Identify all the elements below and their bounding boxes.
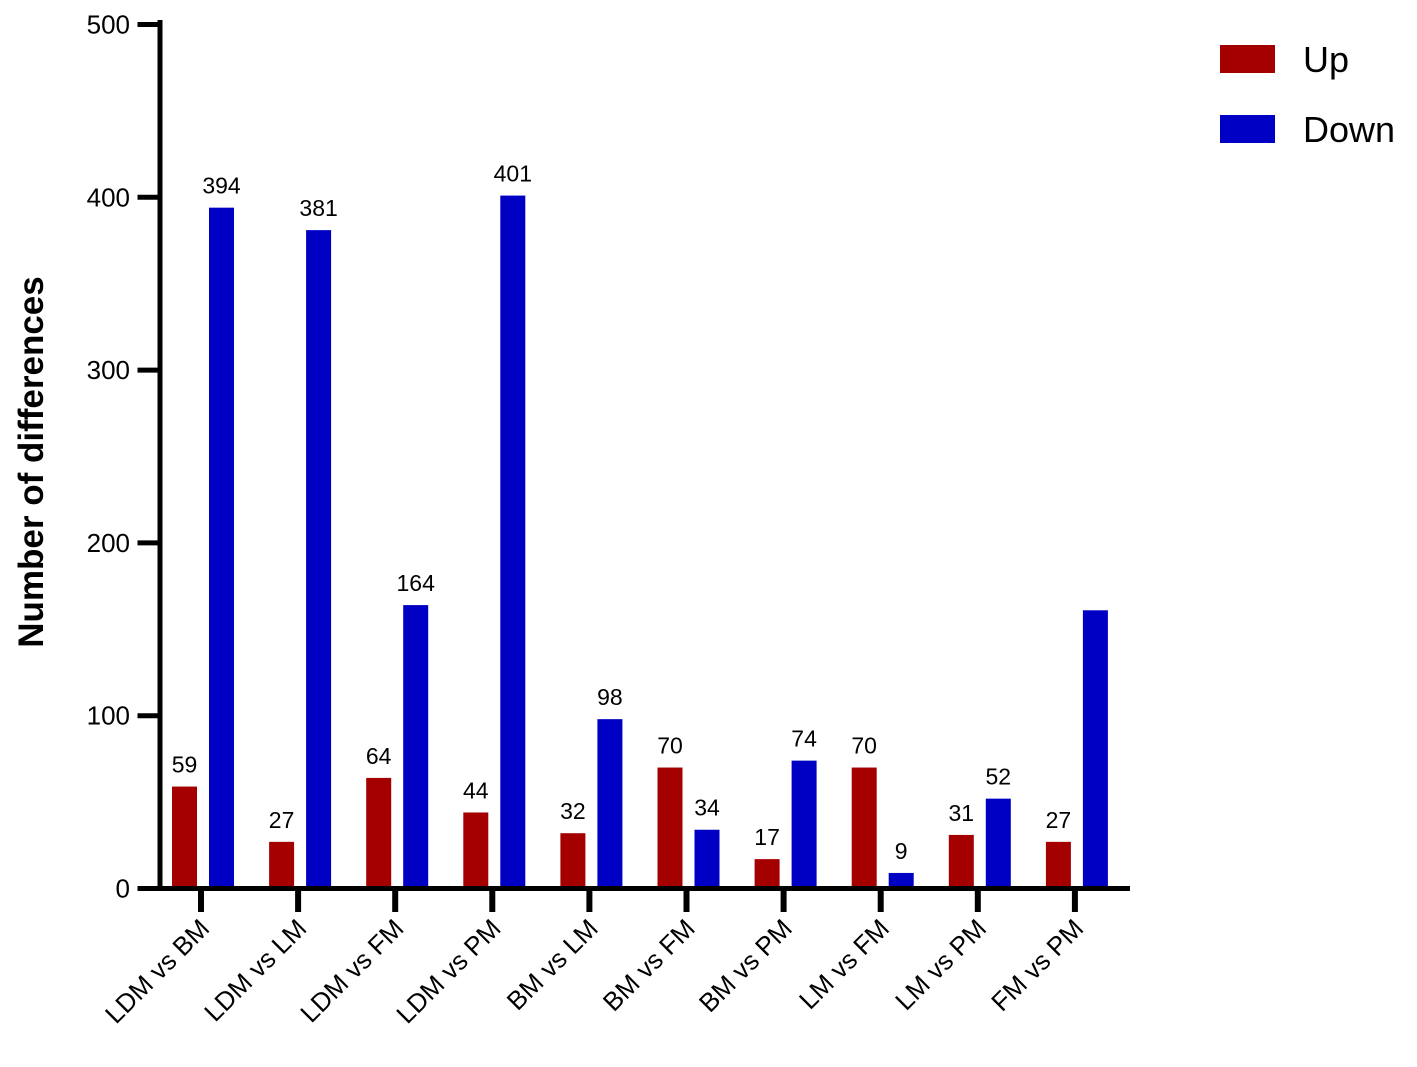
bar-up xyxy=(657,767,683,889)
data-label: 44 xyxy=(463,777,489,803)
x-tick-label: LDM vs LM xyxy=(198,913,312,1027)
legend-label-down: Down xyxy=(1303,109,1395,150)
data-label: 17 xyxy=(754,824,780,850)
data-label: 74 xyxy=(791,726,817,752)
bar-down xyxy=(500,195,526,889)
bar-up xyxy=(948,834,974,889)
data-label: 27 xyxy=(269,807,295,833)
data-labels-group: 59 394 27 381 64 164 44 401 32 98 70 34 17 74 70 9 31 52 2… xyxy=(172,161,1071,864)
y-tick-label: 100 xyxy=(87,701,130,731)
bar-up xyxy=(1045,841,1071,889)
data-label: 27 xyxy=(1046,807,1072,833)
bar-down xyxy=(306,230,332,889)
bar-down xyxy=(888,872,914,889)
x-tick-label: LDM vs BM xyxy=(99,913,215,1029)
y-tick-label: 300 xyxy=(87,355,130,385)
x-tick-label: BM vs LM xyxy=(501,913,604,1016)
bar-down xyxy=(403,605,429,889)
bar-up xyxy=(463,812,489,889)
bar-down xyxy=(1082,610,1108,889)
bar-down xyxy=(985,798,1011,889)
data-label: 394 xyxy=(202,173,241,199)
x-tick-label: LDM vs PM xyxy=(390,913,506,1029)
bar-up xyxy=(269,841,295,889)
y-tick-label: 0 xyxy=(116,874,130,904)
bar-down xyxy=(791,760,817,889)
data-label: 70 xyxy=(657,733,683,759)
legend-swatch-up xyxy=(1220,45,1275,73)
bar-up xyxy=(851,767,877,889)
data-label: 70 xyxy=(851,733,877,759)
data-label: 98 xyxy=(597,684,623,710)
x-tick-label: LM vs PM xyxy=(889,913,992,1016)
y-tick-label: 200 xyxy=(87,528,130,558)
data-label: 64 xyxy=(366,743,392,769)
bar-down xyxy=(694,829,720,889)
bar-up xyxy=(754,859,780,889)
bar-up xyxy=(172,786,197,889)
data-label: 59 xyxy=(172,752,198,778)
data-label: 31 xyxy=(949,800,975,826)
x-tick-label: BM vs FM xyxy=(597,913,701,1017)
legend-label-up: Up xyxy=(1303,39,1349,80)
x-tick-label: LM vs FM xyxy=(793,913,895,1015)
data-label: 9 xyxy=(895,838,908,864)
y-tick-label: 400 xyxy=(87,182,130,212)
legend: Up Down xyxy=(1220,39,1395,150)
data-label: 381 xyxy=(299,195,337,221)
x-axis-ticks xyxy=(198,888,1078,912)
data-label: 52 xyxy=(986,764,1012,790)
bar-down xyxy=(209,207,234,889)
bars-group xyxy=(172,195,1108,889)
data-label: 32 xyxy=(560,798,586,824)
data-label: 34 xyxy=(694,795,720,821)
y-axis-ticks: 0 100 200 300 400 500 xyxy=(87,10,160,904)
x-tick-label: FM vs PM xyxy=(985,913,1089,1017)
y-axis-title: Number of differences xyxy=(12,276,51,647)
y-tick-label: 500 xyxy=(87,10,130,40)
bar-up xyxy=(560,833,586,889)
bar-up xyxy=(366,777,392,889)
data-label: 164 xyxy=(397,570,436,596)
x-tick-label: BM vs PM xyxy=(693,913,798,1018)
bar-down xyxy=(597,719,623,889)
data-label: 401 xyxy=(494,161,532,187)
legend-swatch-down xyxy=(1220,115,1275,143)
